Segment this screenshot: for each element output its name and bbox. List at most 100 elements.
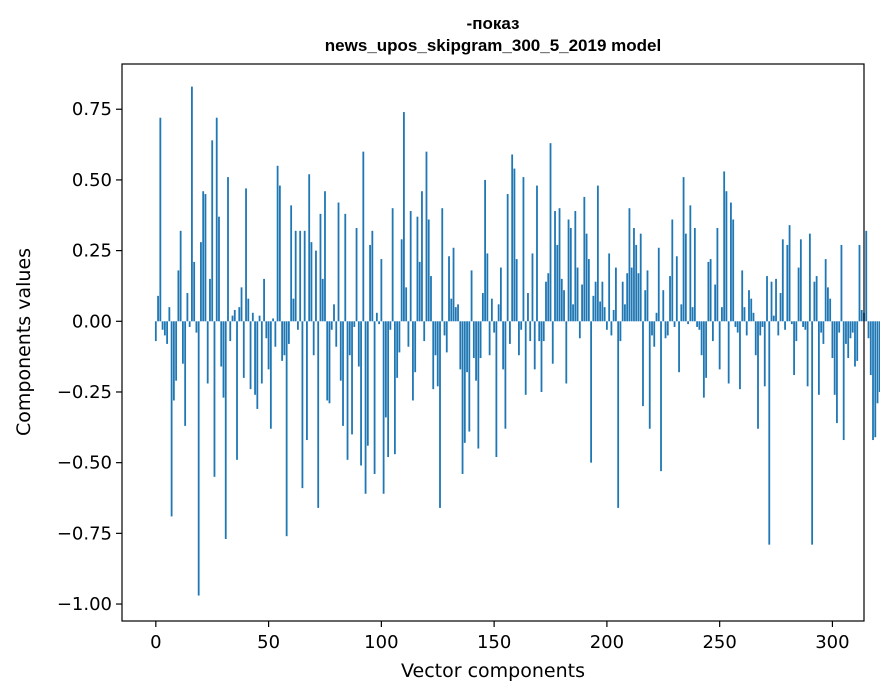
bar (549, 143, 552, 322)
bar (743, 307, 746, 322)
bar (813, 281, 816, 322)
x-tick-label: 0 (150, 632, 161, 653)
bar (524, 321, 527, 395)
bar (209, 278, 211, 322)
bar (752, 312, 755, 322)
bar (396, 321, 399, 378)
bar (603, 307, 606, 322)
bar (781, 239, 784, 322)
bar (297, 321, 299, 330)
bar (838, 321, 841, 333)
bar (436, 321, 439, 387)
bar (369, 244, 371, 322)
bar (371, 230, 374, 322)
bar (554, 211, 556, 322)
bar (795, 321, 798, 342)
bar (360, 321, 362, 466)
bar (398, 321, 401, 353)
bar (678, 321, 680, 373)
bar (191, 86, 193, 322)
bar (531, 253, 534, 322)
bar (443, 321, 446, 336)
bar (833, 321, 836, 395)
bar (260, 321, 263, 384)
bar (351, 321, 353, 435)
bar (488, 321, 491, 356)
bar (876, 321, 879, 404)
bar (303, 230, 306, 322)
bar (750, 298, 753, 322)
bar (538, 321, 541, 342)
bar (472, 321, 475, 359)
bar (587, 259, 590, 322)
bar (723, 171, 726, 322)
bar (788, 225, 791, 322)
bar (671, 219, 674, 322)
bar (869, 321, 872, 376)
bar (829, 298, 832, 322)
bar (274, 321, 277, 347)
bar (265, 321, 268, 339)
bar (287, 321, 290, 344)
bar (181, 321, 184, 364)
bar (820, 321, 823, 333)
bar (161, 321, 164, 330)
x-axis-ticks: 0 50 100 150 200 250 300 (150, 621, 850, 653)
bar (849, 321, 852, 339)
bar (409, 211, 412, 322)
bar (324, 191, 326, 322)
bar (856, 321, 859, 361)
y-tick-label: −0.50 (57, 453, 112, 474)
bar (306, 321, 308, 441)
bar (657, 247, 660, 322)
bar (639, 233, 642, 322)
bar (493, 321, 496, 333)
bar (177, 270, 180, 322)
bar (748, 290, 750, 322)
bar (648, 321, 651, 429)
bar (497, 304, 500, 322)
bar (233, 309, 236, 322)
bar (159, 117, 162, 322)
bar (845, 321, 847, 344)
bar (547, 273, 550, 322)
bar (872, 321, 874, 441)
bar (673, 321, 676, 327)
bar (245, 188, 247, 322)
bar (231, 315, 234, 322)
bar (470, 270, 473, 322)
bar (551, 321, 554, 364)
bar (779, 293, 782, 322)
bar (745, 321, 748, 336)
bar (479, 321, 482, 359)
bar (858, 244, 861, 322)
bar (822, 321, 825, 344)
bar (536, 185, 538, 322)
bar (741, 270, 744, 322)
bar (711, 321, 714, 342)
bar (515, 259, 518, 322)
y-tick-label: 0.00 (72, 311, 112, 332)
bar (578, 321, 581, 339)
bar (299, 230, 302, 322)
bar (718, 321, 721, 370)
bar (391, 208, 394, 322)
x-tick-label: 200 (590, 632, 624, 653)
bar (204, 194, 207, 322)
x-tick-label: 150 (477, 632, 511, 653)
bar (682, 177, 685, 322)
bar (705, 321, 708, 378)
bar (786, 244, 789, 322)
bar (251, 312, 254, 322)
bar (290, 205, 293, 322)
bars-group (154, 86, 880, 596)
bar (342, 321, 344, 426)
bar (249, 321, 252, 390)
bar (337, 202, 340, 322)
bar (202, 191, 205, 322)
bar (490, 298, 493, 322)
bar (448, 256, 450, 322)
bar (725, 191, 728, 322)
bar (581, 284, 583, 322)
bar (425, 151, 428, 322)
